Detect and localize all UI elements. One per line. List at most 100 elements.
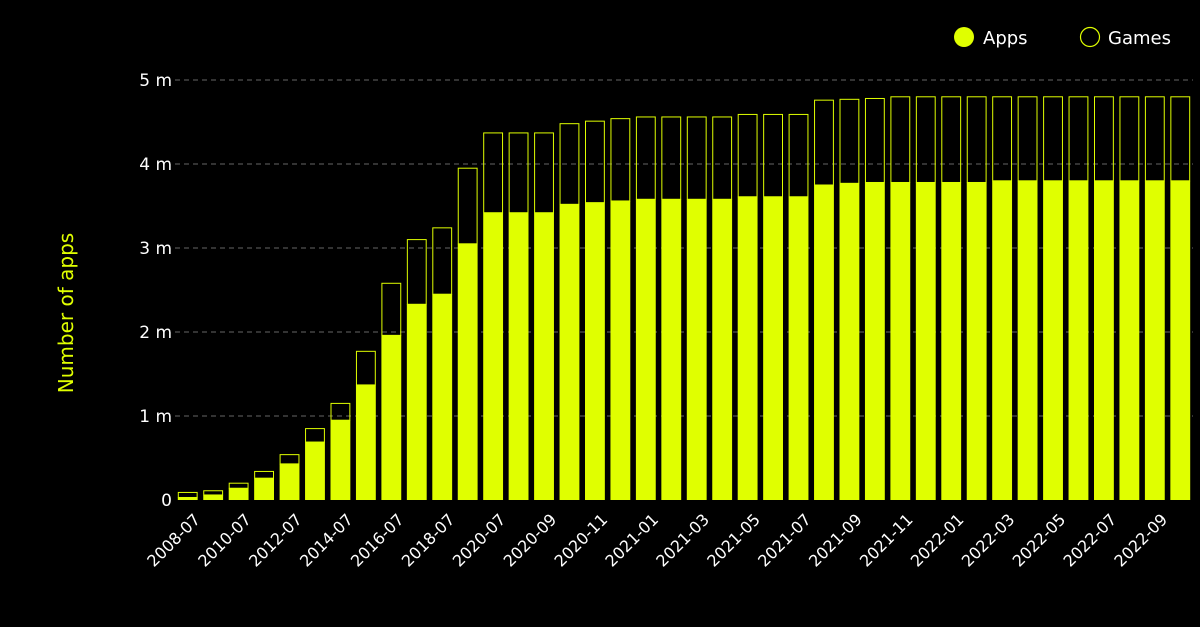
bar-games-2020-08 [508, 132, 529, 214]
bar-games-2011-07 [254, 470, 275, 479]
bar-games-2021-05 [737, 113, 758, 198]
y-axis-ticks: 0 1 m 2 m 3 m 4 m 5 m [139, 71, 172, 511]
bar-apps-2021-07 [788, 196, 809, 500]
x-tick-label: 2010-07 [194, 510, 255, 571]
bar-apps-2020-07 [483, 212, 504, 500]
bar-games-2009-07 [203, 490, 224, 496]
bar-games-2022-02 [966, 96, 987, 183]
x-tick-label: 2021-01 [601, 510, 662, 571]
bar-apps-2022-04 [1017, 180, 1038, 501]
x-tick-label: 2012-07 [245, 510, 306, 571]
bar-apps-2021-05 [737, 196, 758, 500]
bar-games-2020-11 [584, 120, 605, 204]
bar-apps-2016-07 [381, 335, 402, 500]
bar-apps-2021-04 [712, 199, 733, 500]
bar-games-2021-10 [864, 97, 885, 183]
y-tick-label: 4 m [139, 155, 172, 175]
bar-games-2016-07 [381, 282, 402, 336]
bar-apps-2009-07 [203, 494, 224, 500]
bar-apps-2020-08 [508, 212, 529, 500]
legend-swatch-games [1079, 26, 1101, 48]
bar-apps-2022-05 [1043, 180, 1063, 501]
bar-games-2021-12 [915, 96, 936, 183]
bar-games-2022-04 [1017, 96, 1038, 182]
bar-apps-2022-07 [1093, 180, 1114, 501]
bar-apps-2022-02 [966, 182, 987, 501]
bar-games-2015-07 [355, 350, 376, 386]
bar-games-2017-07 [406, 239, 427, 305]
bar-apps-2022-09 [1144, 180, 1165, 501]
x-tick-label: 2022-09 [1110, 510, 1171, 571]
bar-games-2022-10 [1170, 96, 1191, 182]
legend-label-games: Games [1108, 28, 1171, 49]
bar-games-2012-07 [279, 454, 300, 465]
bar-games-2022-05 [1043, 96, 1063, 182]
x-tick-label: 2021-03 [652, 510, 713, 571]
bar-apps-2021-01 [635, 199, 656, 500]
x-tick-label: 2018-07 [398, 510, 459, 571]
legend-swatch-apps [954, 27, 974, 47]
bar-apps-2020-11 [584, 202, 605, 500]
x-tick-label: 2020-11 [551, 510, 612, 571]
bar-apps-2021-03 [686, 199, 707, 500]
x-tick-label: 2008-07 [143, 510, 204, 571]
bar-games-2021-03 [686, 116, 707, 200]
y-tick-label: 1 m [139, 407, 172, 427]
bar-games-2020-10 [559, 123, 580, 205]
x-tick-label: 2022-03 [958, 510, 1019, 571]
x-tick-label: 2021-05 [703, 510, 764, 571]
bar-apps-2015-07 [355, 384, 376, 500]
bar-apps-2019-07 [457, 243, 478, 501]
bar-apps-2021-08 [814, 185, 834, 500]
legend: Apps Games [954, 26, 1171, 49]
bar-games-2022-01 [941, 96, 962, 183]
bar-games-2022-09 [1144, 96, 1165, 182]
bar-apps-2021-11 [890, 182, 911, 501]
x-tick-label: 2021-07 [754, 510, 815, 571]
bar-games-2021-08 [814, 99, 834, 186]
x-tick-label: 2022-05 [1009, 510, 1070, 571]
y-tick-label: 3 m [139, 239, 172, 259]
bar-apps-2011-07 [254, 478, 275, 500]
bar-games-2022-03 [992, 96, 1013, 182]
gridlines [175, 79, 1193, 417]
bar-apps-2022-08 [1119, 180, 1140, 501]
bar-apps-2020-09 [534, 212, 554, 500]
x-tick-label: 2016-07 [347, 510, 408, 571]
bar-games-2020-07 [483, 132, 504, 214]
bar-games-2021-01 [635, 116, 656, 200]
bar-apps-2008-07 [177, 497, 198, 500]
bar-games-2019-07 [457, 167, 478, 245]
y-tick-label: 5 m [139, 71, 172, 91]
bar-apps-2022-06 [1068, 180, 1089, 501]
x-tick-label: 2021-09 [805, 510, 866, 571]
x-axis-ticks: 2008-072010-072012-072014-072016-072018-… [143, 510, 1171, 571]
bar-apps-2010-07 [228, 488, 249, 500]
bar-games-2020-09 [534, 132, 554, 214]
bar-apps-2022-03 [992, 180, 1013, 501]
legend-label-apps: Apps [983, 28, 1028, 49]
y-tick-label: 0 [161, 491, 172, 511]
x-tick-label: 2022-01 [907, 510, 968, 571]
bar-games-2014-07 [330, 402, 351, 421]
bar-games-2021-09 [839, 98, 860, 184]
bar-games-2022-08 [1119, 96, 1140, 182]
bar-apps-2022-01 [941, 182, 962, 501]
bar-apps-2018-07 [432, 294, 453, 500]
x-tick-label: 2021-11 [856, 510, 917, 571]
bar-apps-2020-12 [610, 200, 631, 500]
bar-games-2021-02 [661, 116, 682, 200]
bar-apps-2022-10 [1170, 180, 1191, 501]
y-tick-label: 2 m [139, 323, 172, 343]
bar-apps-2021-09 [839, 183, 860, 500]
x-tick-label: 2020-09 [500, 510, 561, 571]
bars [177, 96, 1191, 501]
bar-games-2022-07 [1093, 96, 1114, 182]
bar-apps-2014-07 [330, 420, 351, 500]
x-tick-label: 2014-07 [296, 510, 357, 571]
bar-games-2021-07 [788, 113, 809, 198]
bar-games-2022-06 [1068, 96, 1089, 182]
bar-apps-2012-07 [279, 463, 300, 500]
bar-games-2021-06 [763, 113, 784, 198]
bar-apps-2021-10 [864, 182, 885, 501]
